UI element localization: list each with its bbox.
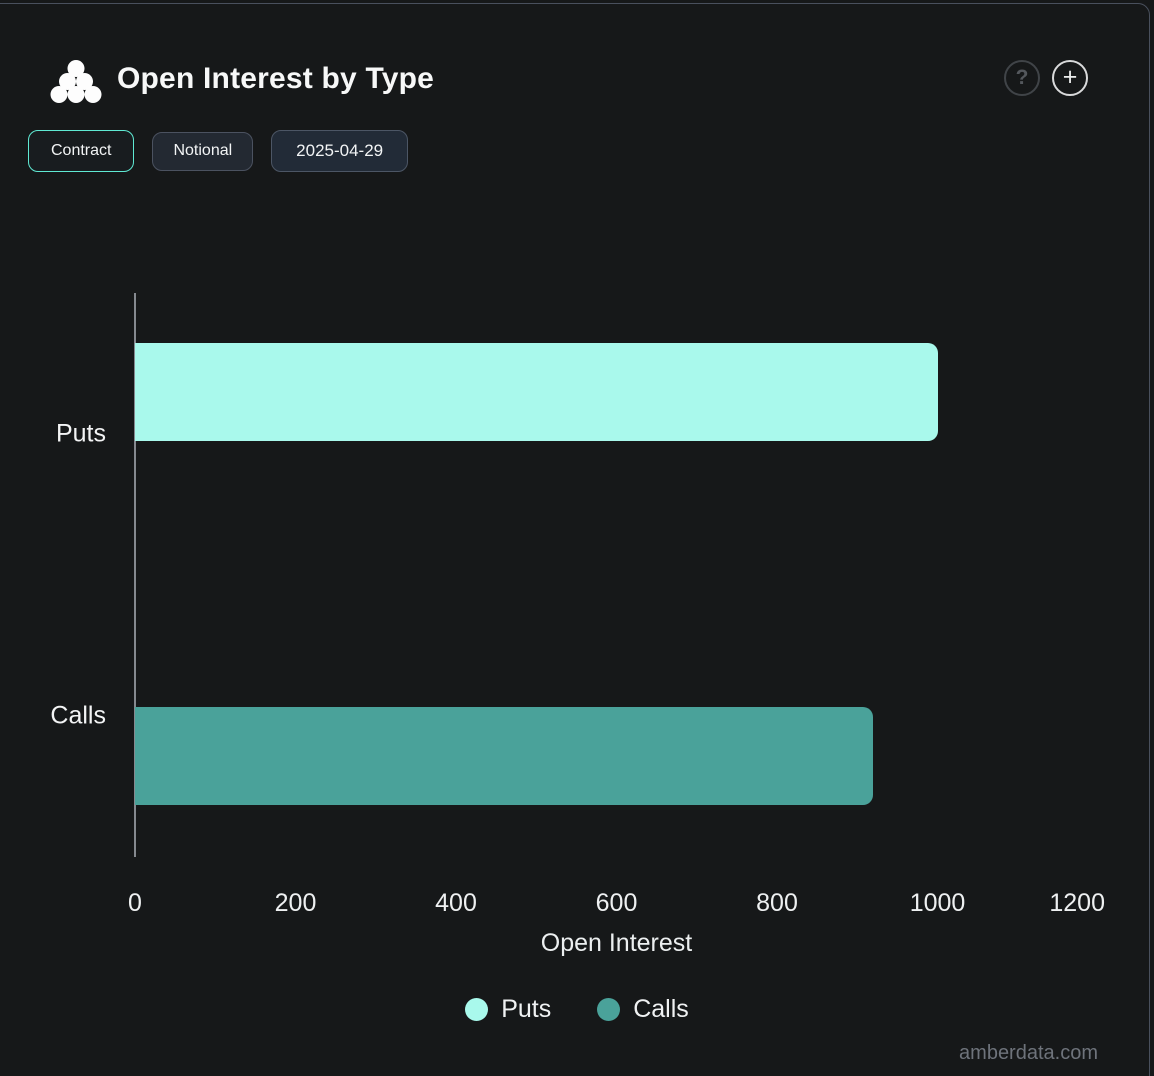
notional-toggle[interactable]: Notional: [152, 131, 254, 171]
legend-label-calls: Calls: [633, 995, 689, 1023]
x-tick-200: 200: [274, 889, 317, 917]
y-axis-label-calls: Calls: [50, 701, 106, 730]
legend-dot-puts: [465, 998, 489, 1021]
plus-icon: +: [1062, 62, 1078, 91]
x-tick-1200: 1200: [1049, 889, 1105, 917]
help-button[interactable]: ?: [1004, 60, 1040, 96]
x-tick-600: 600: [595, 889, 638, 917]
date-picker-button[interactable]: 2025-04-29: [271, 130, 409, 172]
watermark: amberdata.com: [959, 1042, 1098, 1064]
x-axis-title: Open Interest: [540, 929, 693, 957]
legend-label-puts: Puts: [501, 995, 552, 1023]
x-tick-0: 0: [128, 889, 142, 917]
add-button[interactable]: +: [1052, 60, 1088, 96]
x-tick-400: 400: [435, 889, 477, 917]
x-tick-1000: 1000: [909, 889, 966, 917]
legend-item-puts[interactable]: Puts: [465, 995, 551, 1024]
bar-puts[interactable]: [135, 343, 938, 441]
chart-legend: Puts Calls: [0, 995, 1154, 1024]
bar-calls[interactable]: [135, 707, 874, 805]
y-axis-line: [134, 293, 136, 857]
contract-toggle[interactable]: Contract: [28, 130, 135, 172]
toolbar: Contract Notional 2025-04-29: [28, 130, 409, 172]
y-axis-label-puts: Puts: [55, 419, 106, 448]
x-tick-800: 800: [756, 889, 798, 917]
page-title: Open Interest by Type: [117, 62, 435, 95]
question-icon: ?: [1015, 65, 1029, 89]
legend-dot-calls: [597, 998, 621, 1021]
legend-item-calls[interactable]: Calls: [597, 995, 689, 1024]
amberdata-logo-icon: [50, 60, 102, 103]
